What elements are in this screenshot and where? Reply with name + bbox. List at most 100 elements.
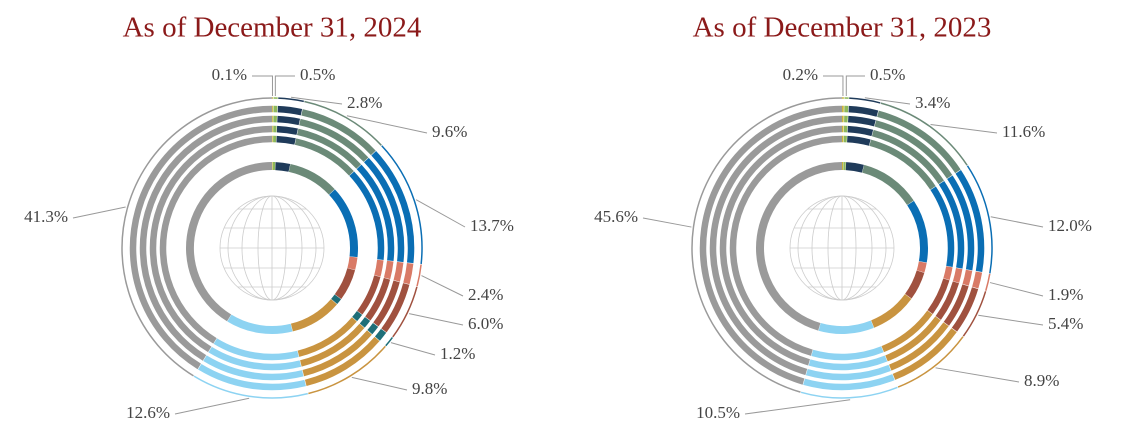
ring-segment bbox=[951, 287, 979, 332]
ring-segment bbox=[709, 115, 843, 376]
ring-segment bbox=[275, 162, 291, 172]
ring-segment bbox=[213, 338, 299, 361]
leader-line bbox=[930, 123, 998, 134]
data-label: 8.9% bbox=[1024, 371, 1059, 390]
ring-segment bbox=[278, 97, 304, 103]
data-label: 0.1% bbox=[212, 65, 247, 84]
ring-segment bbox=[367, 322, 379, 335]
ring-segment bbox=[927, 278, 950, 314]
ring-segment bbox=[373, 280, 400, 327]
ring-segment bbox=[198, 363, 306, 391]
ring-segment bbox=[352, 311, 363, 322]
ring-segment bbox=[349, 171, 385, 260]
chart-title: As of December 31, 2023 bbox=[693, 12, 992, 44]
data-label: 45.6% bbox=[594, 207, 638, 226]
ring-segment bbox=[294, 138, 354, 176]
ring-segment bbox=[385, 336, 394, 347]
ring-segment bbox=[892, 328, 957, 380]
data-label: 2.4% bbox=[468, 285, 503, 304]
ring-segment bbox=[365, 277, 391, 321]
ring-segment bbox=[296, 128, 362, 169]
leader-line bbox=[642, 217, 692, 228]
ring-segment bbox=[393, 261, 404, 282]
globe-icon bbox=[219, 195, 325, 301]
ring-segment bbox=[121, 97, 273, 377]
ring-segment bbox=[288, 164, 335, 195]
ring-segment bbox=[847, 115, 876, 127]
chart-title: As of December 31, 2024 bbox=[123, 12, 422, 44]
ring-segment bbox=[935, 281, 960, 320]
ring-segment bbox=[364, 157, 405, 263]
leader-line bbox=[351, 376, 408, 391]
ring-segment bbox=[972, 271, 983, 289]
ring-segment bbox=[331, 294, 342, 305]
ring-segment bbox=[849, 97, 881, 104]
data-label: 0.5% bbox=[300, 65, 335, 84]
ring-segment bbox=[277, 115, 301, 126]
ring-segment bbox=[885, 316, 941, 362]
data-label: 6.0% bbox=[468, 314, 503, 333]
leader-line bbox=[935, 367, 1020, 383]
data-label: 3.4% bbox=[915, 93, 950, 112]
data-label: 2.8% bbox=[347, 93, 382, 112]
ring-segment bbox=[374, 328, 387, 341]
ring-segment bbox=[304, 336, 380, 387]
leader-line bbox=[274, 75, 295, 97]
ring-segment bbox=[800, 386, 898, 399]
leader-line bbox=[390, 342, 436, 356]
ring-segment bbox=[803, 374, 895, 391]
leader-line bbox=[346, 115, 428, 134]
ring-segment bbox=[208, 346, 302, 371]
ring-segment bbox=[888, 322, 949, 371]
ring-segment bbox=[808, 355, 888, 371]
globe-icon bbox=[789, 195, 895, 301]
ring-segment bbox=[416, 264, 422, 287]
leader-line bbox=[252, 75, 273, 97]
ring-segment bbox=[302, 330, 372, 377]
ring-segment bbox=[955, 170, 985, 273]
ring-segment bbox=[301, 109, 376, 156]
ring-segment bbox=[304, 100, 382, 146]
ring-segment bbox=[300, 323, 365, 367]
ring-segment bbox=[699, 105, 843, 385]
ring-segment bbox=[381, 283, 410, 333]
data-label: 9.8% bbox=[412, 379, 447, 398]
ring-segment bbox=[947, 175, 975, 271]
ring-segment bbox=[952, 267, 963, 283]
ring-segment bbox=[159, 135, 273, 344]
data-label: 0.2% bbox=[783, 65, 818, 84]
leader-line bbox=[409, 313, 464, 326]
ring-segment bbox=[905, 270, 925, 299]
data-label: 9.6% bbox=[432, 122, 467, 141]
ring-segment bbox=[392, 286, 418, 338]
leader-line bbox=[744, 399, 851, 415]
ring-segment bbox=[227, 314, 293, 334]
ring-segment bbox=[943, 266, 953, 280]
data-label: 11.6% bbox=[1002, 122, 1045, 141]
ring-segment bbox=[403, 262, 414, 285]
ring-segment bbox=[756, 162, 843, 331]
ring-segment bbox=[347, 256, 358, 270]
ring-segment bbox=[383, 260, 394, 280]
ring-segment bbox=[276, 135, 296, 145]
leader-line bbox=[290, 96, 343, 105]
ring-segment bbox=[203, 355, 304, 381]
ring-segment bbox=[290, 298, 337, 332]
leader-line bbox=[845, 75, 865, 97]
leader-line bbox=[989, 282, 1044, 297]
ring-segment bbox=[847, 125, 874, 137]
data-label: 41.3% bbox=[24, 207, 68, 226]
ring-segment bbox=[719, 125, 843, 366]
ring-segment bbox=[880, 102, 968, 166]
ring-segment bbox=[186, 162, 273, 322]
leader-line bbox=[72, 206, 126, 219]
ring-segment bbox=[691, 97, 843, 393]
leader-line bbox=[415, 199, 466, 228]
ring-segment bbox=[869, 139, 936, 190]
ring-segment bbox=[374, 259, 384, 277]
ring-segment bbox=[938, 180, 965, 269]
ring-segment bbox=[966, 165, 993, 274]
data-label: 12.0% bbox=[1048, 216, 1092, 235]
ring-segment bbox=[962, 291, 987, 337]
ring-segment bbox=[729, 135, 843, 356]
